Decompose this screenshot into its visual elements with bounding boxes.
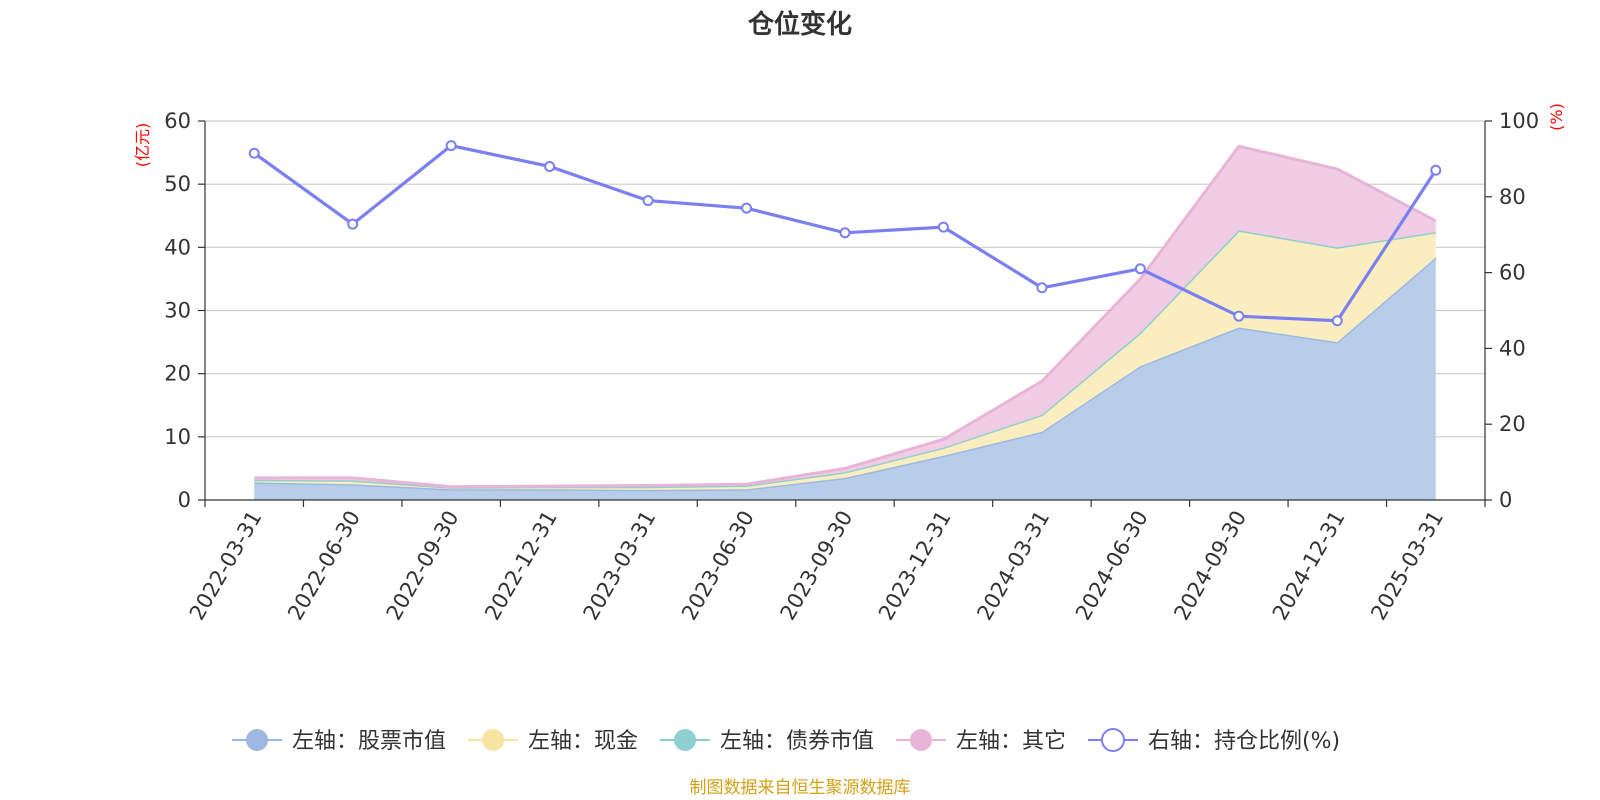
- area-other: [254, 146, 1436, 488]
- x-axis-tick-label: 2023-06-30: [677, 507, 759, 625]
- data-source-note: 制图数据来自恒生聚源数据库: [690, 778, 911, 798]
- left-axis-unit: (亿元): [133, 123, 152, 168]
- x-axis-tick-label: 2024-03-31: [972, 507, 1054, 625]
- legend-marker-bond: [674, 729, 696, 751]
- ratio-point: [1331, 315, 1343, 327]
- right-axis-tick-label: 60: [1499, 261, 1526, 285]
- x-axis-tick-label: 2023-12-31: [874, 507, 956, 625]
- left-axis-tick-label: 0: [178, 488, 191, 512]
- x-axis-tick-label: 2022-06-30: [283, 507, 365, 625]
- right-axis-tick-label: 0: [1499, 488, 1512, 512]
- right-axis-tick-label: 40: [1499, 336, 1526, 360]
- stacked-areas: [254, 144, 1437, 500]
- ratio-point: [248, 147, 260, 159]
- ratio-point: [1036, 282, 1048, 294]
- legend-item-stock[interactable]: 左轴：股票市值: [232, 729, 446, 754]
- ratio-line-series: [248, 140, 1442, 327]
- legend-label-stock: 左轴：股票市值: [292, 729, 446, 754]
- chart-title: 仓位变化: [747, 9, 852, 40]
- ratio-point: [839, 227, 851, 239]
- x-axis-tick-label: 2025-03-31: [1366, 507, 1448, 625]
- legend-item-other[interactable]: 左轴：其它: [896, 729, 1066, 754]
- x-axis-tick-label: 2023-03-31: [579, 507, 661, 625]
- left-axis-tick-label: 60: [164, 109, 191, 133]
- left-axis-tick-label: 30: [164, 299, 191, 323]
- right-axis-tick-label: 100: [1499, 109, 1539, 133]
- right-axis-tick-label: 80: [1499, 185, 1526, 209]
- left-axis-tick-label: 20: [164, 362, 191, 386]
- x-axis-tick-label: 2024-06-30: [1071, 507, 1153, 625]
- legend-marker-other: [910, 729, 932, 751]
- area-stock: [254, 257, 1436, 500]
- x-axis-tick-label: 2022-09-30: [382, 506, 464, 624]
- ratio-point: [347, 218, 359, 230]
- ratio-point: [741, 202, 753, 214]
- legend-item-ratio[interactable]: 右轴：持仓比例(%): [1088, 728, 1340, 754]
- legend-item-cash[interactable]: 左轴：现金: [468, 729, 638, 754]
- ratio-point: [1430, 164, 1442, 176]
- area-cash: [254, 230, 1436, 490]
- ratio-point: [445, 140, 457, 152]
- legend-label-ratio: 右轴：持仓比例(%): [1148, 729, 1340, 754]
- ratio-point: [642, 195, 654, 207]
- x-axis-tick-label: 2022-12-31: [480, 507, 562, 625]
- right-axis-unit: (%): [1547, 103, 1566, 131]
- legend-label-bond: 左轴：债券市值: [720, 729, 874, 754]
- left-axis-tick-label: 10: [164, 425, 191, 449]
- area-edge-other: [254, 144, 1437, 489]
- legend-item-bond[interactable]: 左轴：债券市值: [660, 729, 874, 754]
- legend-marker-stock: [246, 729, 268, 751]
- x-axis-tick-label: 2024-12-31: [1268, 507, 1350, 625]
- legend-marker-cash: [482, 729, 504, 751]
- ratio-point: [1134, 263, 1146, 275]
- legend-label-cash: 左轴：现金: [528, 729, 638, 754]
- x-axis-tick-label: 2024-09-30: [1169, 507, 1251, 625]
- legend-label-other: 左轴：其它: [956, 729, 1066, 754]
- right-axis-tick-label: 20: [1499, 412, 1526, 436]
- left-axis-tick-label: 40: [164, 235, 191, 259]
- ratio-point: [544, 160, 556, 172]
- x-axis-tick-label: 2023-09-30: [776, 507, 858, 625]
- legend-marker-ratio: [1101, 728, 1125, 752]
- left-axis-tick-label: 50: [164, 172, 191, 196]
- legend[interactable]: 左轴：股票市值 左轴：现金 左轴：债券市值 左轴：其它 右轴：持仓比例(%): [232, 728, 1340, 754]
- x-axis-tick-label: 2022-03-31: [185, 507, 267, 625]
- ratio-point: [1233, 310, 1245, 322]
- ratio-point: [937, 221, 949, 233]
